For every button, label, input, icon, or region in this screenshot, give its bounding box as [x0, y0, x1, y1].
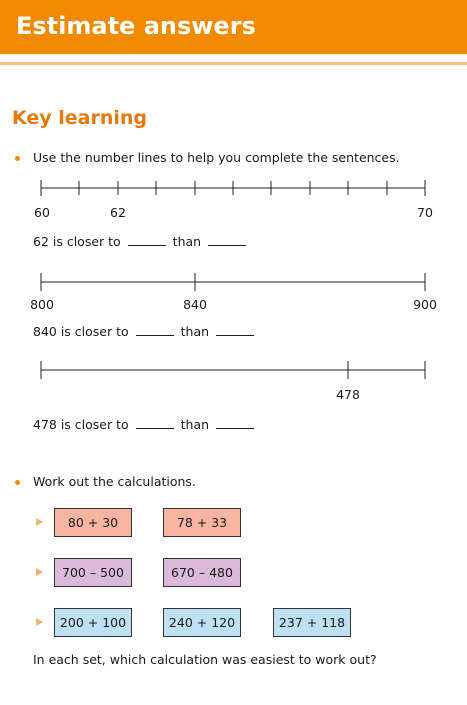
page-title: Estimate answers	[16, 12, 256, 40]
answer-blank[interactable]	[216, 325, 255, 336]
number-line-3	[40, 361, 426, 379]
calc-box: 670 – 480	[163, 558, 241, 587]
instruction-calculations: Work out the calculations.	[33, 474, 196, 489]
tick-label: 900	[413, 297, 437, 312]
sentence-mid: than	[180, 417, 210, 432]
section-title: Key learning	[12, 107, 148, 129]
sentence-start: 478 is closer to	[33, 417, 129, 432]
sentence-start: 62 is closer to	[33, 234, 121, 249]
answer-blank[interactable]	[216, 418, 255, 429]
sentence-2: 840 is closer to than	[33, 324, 257, 339]
bullet-icon	[15, 480, 20, 485]
sentence-mid: than	[180, 324, 210, 339]
tick-label: 62	[110, 205, 126, 220]
calc-box: 80 + 30	[54, 508, 132, 537]
calc-box: 240 + 120	[163, 608, 241, 637]
bullet-icon	[15, 156, 20, 161]
tick-label: 60	[34, 205, 50, 220]
tick-label: 478	[336, 387, 360, 402]
calc-box: 700 – 500	[54, 558, 132, 587]
sentence-start: 840 is closer to	[33, 324, 129, 339]
final-question: In each set, which calculation was easie…	[33, 652, 377, 667]
arrow-bullet-icon	[36, 568, 43, 576]
answer-blank[interactable]	[208, 235, 247, 246]
calc-box: 200 + 100	[54, 608, 132, 637]
tick-label: 70	[417, 205, 433, 220]
tick-label: 800	[30, 297, 54, 312]
answer-blank[interactable]	[135, 418, 174, 429]
header-divider	[0, 62, 467, 65]
number-line-1	[40, 180, 426, 196]
instruction-number-lines: Use the number lines to help you complet…	[33, 150, 400, 165]
arrow-bullet-icon	[36, 618, 43, 626]
calc-box: 78 + 33	[163, 508, 241, 537]
sentence-mid: than	[172, 234, 202, 249]
sentence-1: 62 is closer to than	[33, 234, 249, 249]
sentence-3: 478 is closer to than	[33, 417, 257, 432]
header-bar: Estimate answers	[0, 0, 467, 54]
answer-blank[interactable]	[135, 325, 174, 336]
arrow-bullet-icon	[36, 518, 43, 526]
number-line-2	[40, 273, 426, 291]
tick-label: 840	[183, 297, 207, 312]
answer-blank[interactable]	[127, 235, 166, 246]
calc-box: 237 + 118	[273, 608, 351, 637]
